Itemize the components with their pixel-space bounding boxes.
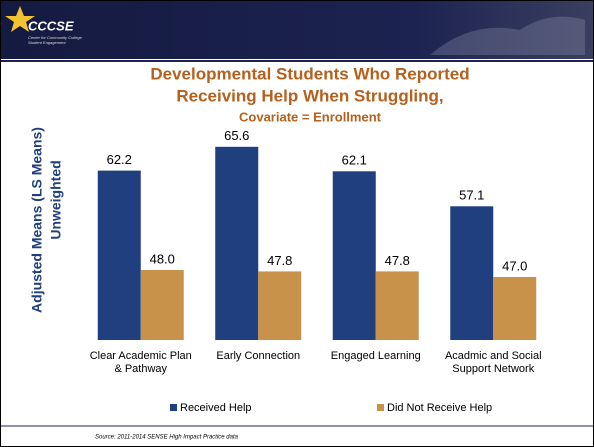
bar <box>215 146 259 340</box>
chart-subtitle: Covariate = Enrollment <box>239 109 382 124</box>
y-axis-label: Adjusted Means (LS Means) <box>29 127 45 313</box>
data-label: 47.0 <box>502 258 527 273</box>
data-label: 47.8 <box>385 253 410 268</box>
bar <box>450 206 494 340</box>
chart-title: Receiving Help When Struggling, <box>176 86 443 105</box>
bar <box>97 170 141 340</box>
data-label: 47.8 <box>267 253 292 268</box>
data-label: 57.1 <box>459 188 484 203</box>
logo: CCCSE <box>28 18 74 33</box>
legend-label: Did Not Receive Help <box>387 402 492 414</box>
x-tick-label: Acadmic and Social Support Network <box>444 350 542 375</box>
tagline: Center for Community College <box>28 35 83 40</box>
bar <box>493 277 537 340</box>
bar <box>375 271 419 340</box>
source: Source: 2011-2014 SENSE High Impact Prac… <box>95 435 239 441</box>
header-band <box>1 1 593 59</box>
bar <box>140 270 184 340</box>
bar <box>332 171 376 340</box>
y-axis-label: Unweighted <box>48 160 64 239</box>
tagline: Student Engagement <box>28 40 66 45</box>
legend-swatch <box>170 404 177 411</box>
bar <box>258 271 302 340</box>
x-tick-label: Early Connection <box>216 350 301 362</box>
x-tick-label: Clear Academic Plan & Pathway <box>89 350 192 375</box>
data-label: 62.1 <box>342 153 367 168</box>
data-label: 65.6 <box>224 128 249 143</box>
data-label: 48.0 <box>150 251 175 266</box>
data-label: 62.2 <box>107 152 132 167</box>
header-decoration <box>430 16 585 56</box>
legend-label: Received Help <box>180 402 252 414</box>
logo-star <box>5 6 35 32</box>
chart-title: Developmental Students Who Reported <box>150 64 469 83</box>
legend-swatch <box>377 404 384 411</box>
x-tick-label: Engaged Learning <box>330 350 421 362</box>
